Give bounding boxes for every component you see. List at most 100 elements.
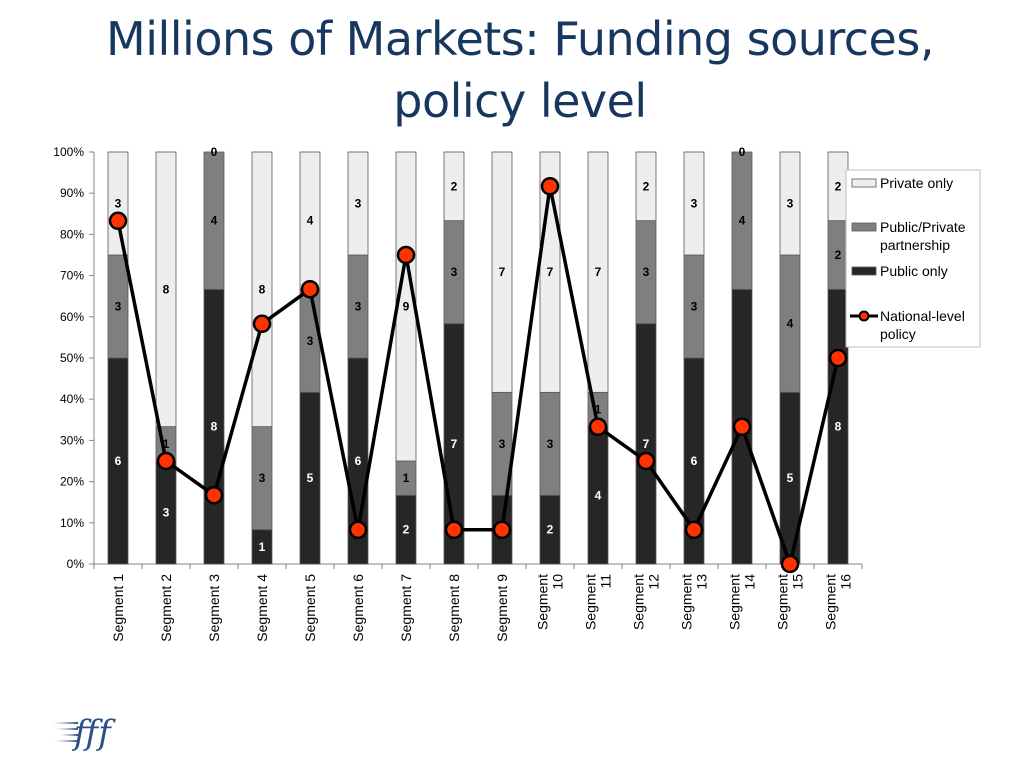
x-tick-label-line: Segment <box>679 574 695 630</box>
line-marker <box>780 554 800 574</box>
y-tick-label: 0% <box>67 557 85 571</box>
data-label: 7 <box>451 437 458 451</box>
legend-label: Public/Private <box>880 219 966 235</box>
x-tick-label-line: Segment <box>823 574 839 630</box>
data-label: 3 <box>115 197 122 211</box>
x-tick-label-line: 16 <box>838 574 854 590</box>
data-label: 6 <box>691 454 698 468</box>
data-label: 4 <box>739 214 746 228</box>
x-tick-label: Segment 4 <box>254 574 270 642</box>
data-label: 3 <box>691 197 698 211</box>
x-tick-label: Segment 8 <box>446 574 462 642</box>
x-tick-label: Segment 7 <box>398 574 414 642</box>
data-label: 2 <box>835 179 842 193</box>
line-marker <box>156 451 176 471</box>
line-marker <box>732 417 752 437</box>
data-label: 8 <box>211 420 218 434</box>
bar-segment <box>731 151 753 290</box>
y-tick-label: 20% <box>60 475 84 489</box>
x-tick-label: Segment 14 <box>727 574 758 630</box>
svg-text:fff: fff <box>71 713 116 752</box>
data-label: 2 <box>835 248 842 262</box>
line-marker <box>588 417 608 437</box>
legend-label: Public only <box>880 263 948 279</box>
legend-label: Private only <box>880 175 953 191</box>
x-tick-label-line: Segment 2 <box>158 574 174 642</box>
x-tick-label-line: 10 <box>550 574 566 590</box>
data-label: 5 <box>787 471 794 485</box>
line-marker <box>828 348 848 368</box>
x-tick-label-line: Segment 4 <box>254 574 270 642</box>
fff-logo: fff <box>52 713 116 752</box>
x-tick-label: Segment 13 <box>679 574 710 630</box>
bar-segment <box>347 151 369 256</box>
x-tick-label: Segment 9 <box>494 574 510 642</box>
data-label: 3 <box>163 506 170 520</box>
x-tick-label-line: Segment 9 <box>494 574 510 642</box>
data-label: 3 <box>787 197 794 211</box>
line-marker <box>348 520 368 540</box>
x-tick-label: Segment 12 <box>631 574 662 630</box>
y-tick-label: 90% <box>60 186 84 200</box>
x-tick-label: Segment 11 <box>583 574 614 630</box>
x-tick-label-line: 12 <box>646 574 662 590</box>
data-label: 8 <box>835 420 842 434</box>
x-tick-label-line: Segment 3 <box>206 574 222 642</box>
data-label: 9 <box>403 300 410 314</box>
x-tick-label: Segment 6 <box>350 574 366 642</box>
bar-segment <box>635 151 657 222</box>
x-tick-label-line: Segment <box>535 574 551 630</box>
line-marker <box>204 485 224 505</box>
y-tick-label: 50% <box>60 351 84 365</box>
legend-label: National-level <box>880 308 965 324</box>
y-tick-label: 60% <box>60 310 84 324</box>
x-tick-label-line: Segment <box>727 574 743 630</box>
legend-swatch <box>851 266 877 276</box>
x-tick-label: Segment 3 <box>206 574 222 642</box>
x-tick-label-line: Segment <box>631 574 647 630</box>
y-tick-label: 80% <box>60 227 84 241</box>
bar-segment <box>683 151 705 256</box>
line-marker <box>108 211 128 231</box>
data-label: 2 <box>403 523 410 537</box>
x-tick-label: Segment 10 <box>535 574 566 630</box>
data-label: 3 <box>499 437 506 451</box>
data-label: 0 <box>739 145 746 159</box>
x-tick-label: Segment 16 <box>823 574 854 630</box>
data-label: 3 <box>355 197 362 211</box>
x-tick-label-line: Segment <box>583 574 599 630</box>
data-label: 4 <box>211 214 218 228</box>
data-label: 3 <box>259 471 266 485</box>
bar-segment <box>443 151 465 222</box>
line-marker <box>684 520 704 540</box>
data-label: 3 <box>643 265 650 279</box>
bar-segment <box>779 151 801 256</box>
data-label: 4 <box>787 317 794 331</box>
data-label: 2 <box>451 179 458 193</box>
data-label: 1 <box>163 437 170 451</box>
data-label: 2 <box>643 179 650 193</box>
data-label: 7 <box>595 265 602 279</box>
x-tick-label: Segment 5 <box>302 574 318 642</box>
legend-marker-swatch <box>858 310 870 322</box>
data-label: 1 <box>595 403 602 417</box>
data-label: 0 <box>211 145 218 159</box>
line-marker <box>300 279 320 299</box>
line-marker <box>252 314 272 334</box>
data-label: 8 <box>163 282 170 296</box>
data-label: 2 <box>547 523 554 537</box>
x-tick-label: Segment 1 <box>110 574 126 642</box>
x-tick-label-line: Segment <box>775 574 791 630</box>
legend-label: partnership <box>880 237 950 253</box>
y-tick-label: 10% <box>60 516 84 530</box>
legend-swatch <box>851 222 877 232</box>
data-label: 7 <box>547 265 554 279</box>
data-label: 6 <box>115 454 122 468</box>
bar-segment <box>203 151 225 290</box>
y-tick-label: 30% <box>60 433 84 447</box>
data-label: 3 <box>451 265 458 279</box>
x-tick-label: Segment 2 <box>158 574 174 642</box>
data-label: 8 <box>259 282 266 296</box>
x-tick-label-line: Segment 5 <box>302 574 318 642</box>
